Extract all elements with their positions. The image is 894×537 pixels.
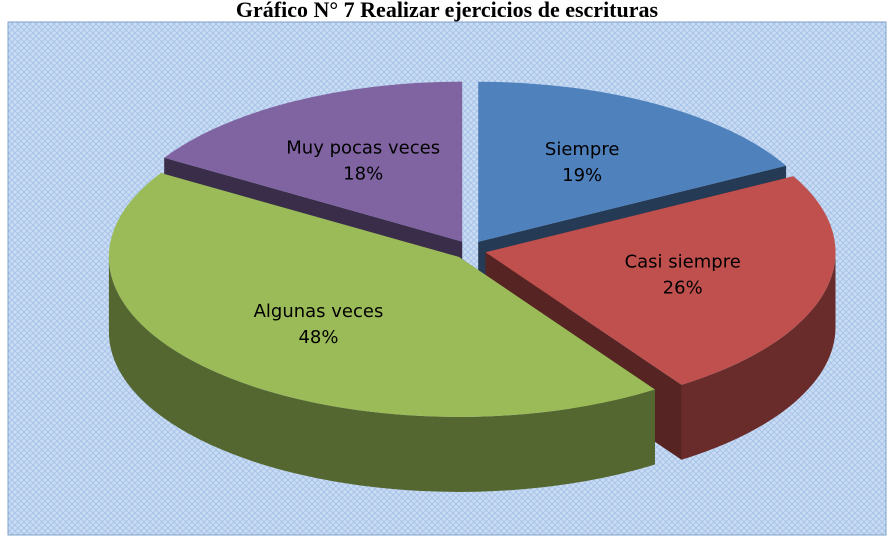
labels: Siempre 19% Casi siempre 26% Algunas veces 48…: [254, 138, 741, 348]
slice-side: [108, 256, 655, 492]
slice-category: Algunas veces: [254, 301, 384, 322]
slice-side: [681, 252, 836, 460]
slice: [164, 81, 463, 242]
slice-category: Casi siempre: [625, 251, 741, 272]
slice: [108, 173, 655, 417]
slice-value-label: 19%: [562, 165, 602, 186]
slice-value-label: 48%: [298, 327, 338, 348]
slice-category: Siempre: [545, 139, 620, 160]
chart-title: Gráfico N° 7 Realizar ejercicios de escr…: [236, 0, 659, 22]
slice-value-label: 26%: [663, 277, 703, 298]
slice-value-label: 18%: [343, 164, 383, 185]
slice: [485, 176, 836, 385]
pie-tops: [108, 81, 836, 417]
slice: [478, 81, 787, 242]
slice-category: Muy pocas veces: [286, 138, 440, 159]
